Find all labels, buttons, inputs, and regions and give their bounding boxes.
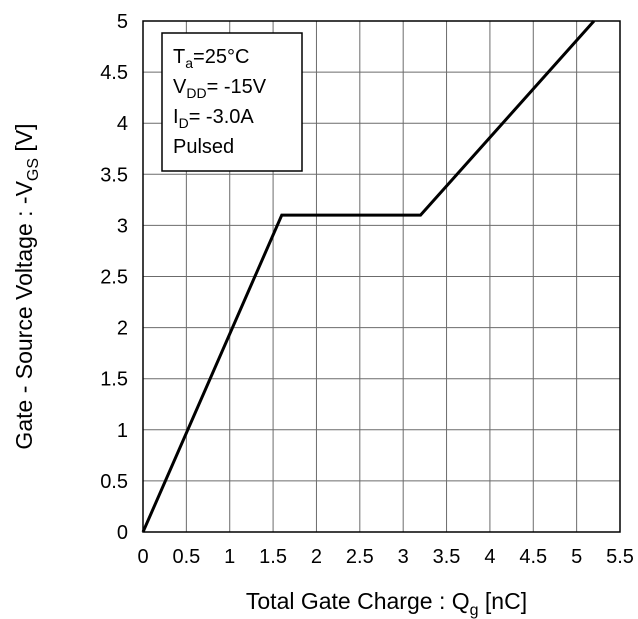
conditions-box: Ta=25°C VDD= -15V ID= -3.0A Pulsed (161, 32, 303, 172)
y-tick-label: 3 (117, 215, 128, 237)
y-tick-label: 3.5 (100, 164, 128, 186)
y-tick-label: 2 (117, 318, 128, 340)
y-tick-label: 4.5 (100, 62, 128, 84)
y-tick-label: 4 (117, 113, 128, 135)
x-axis-title: Total Gate Charge : Qg [nC] (246, 588, 527, 619)
x-tick-label: 4.5 (519, 546, 547, 568)
y-axis-title: Gate - Source Voltage : -VGS [V] (11, 123, 42, 449)
x-tick-label: 3 (398, 546, 409, 568)
x-axis-title-main: Total Gate Charge : Q (246, 588, 470, 614)
x-tick-label: 0.5 (172, 546, 200, 568)
conditions-line-main: V (173, 76, 187, 98)
y-axis-title-main: Gate - Source Voltage : -V (11, 180, 37, 449)
conditions-line-main: Pulsed (173, 136, 234, 158)
y-tick-label: 1 (117, 420, 128, 442)
y-tick-labels: 0 0.5 1 1.5 2 2.5 3 3.5 4 4.5 5 (100, 11, 128, 544)
x-tick-label: 2 (311, 546, 322, 568)
x-tick-label: 5.5 (606, 546, 634, 568)
conditions-line-sub: D (179, 115, 189, 131)
x-tick-label: 2.5 (346, 546, 374, 568)
x-tick-label: 0 (137, 546, 148, 568)
y-tick-label: 0.5 (100, 471, 128, 493)
vgs-curve (141, 20, 596, 533)
plot-frame (142, 20, 621, 533)
x-axis-title-sub: g (470, 602, 479, 619)
conditions-line: ID= -3.0A (173, 106, 254, 131)
x-tick-labels: 0 0.5 1 1.5 2 2.5 3 3.5 4 4.5 5 5.5 (137, 546, 633, 568)
y-tick-label: 2.5 (100, 267, 128, 289)
conditions-line-value: =25°C (193, 46, 249, 68)
y-tick-label: 1.5 (100, 369, 128, 391)
y-tick-label: 0 (117, 522, 128, 544)
conditions-box-border (161, 32, 303, 172)
x-tick-label: 1 (224, 546, 235, 568)
conditions-line-main: I (173, 106, 179, 128)
conditions-line: Pulsed (173, 136, 234, 158)
conditions-line-sub: a (185, 55, 193, 71)
x-axis-title-unit: [nC] (479, 588, 528, 614)
x-tick-label: 3.5 (433, 546, 461, 568)
y-axis-title-sub: GS (25, 158, 42, 181)
conditions-line-main: T (173, 46, 185, 68)
x-tick-label: 4 (484, 546, 495, 568)
conditions-line-value: = -15V (207, 76, 267, 98)
conditions-line-sub: DD (186, 85, 206, 101)
y-tick-label: 5 (117, 11, 128, 33)
series-layer (141, 20, 596, 533)
y-axis-title-unit: [V] (11, 123, 37, 158)
conditions-line: VDD= -15V (173, 76, 267, 101)
x-tick-label: 5 (571, 546, 582, 568)
conditions-line-value: = -3.0A (189, 106, 255, 128)
conditions-line: Ta=25°C (173, 46, 249, 71)
x-tick-label: 1.5 (259, 546, 287, 568)
